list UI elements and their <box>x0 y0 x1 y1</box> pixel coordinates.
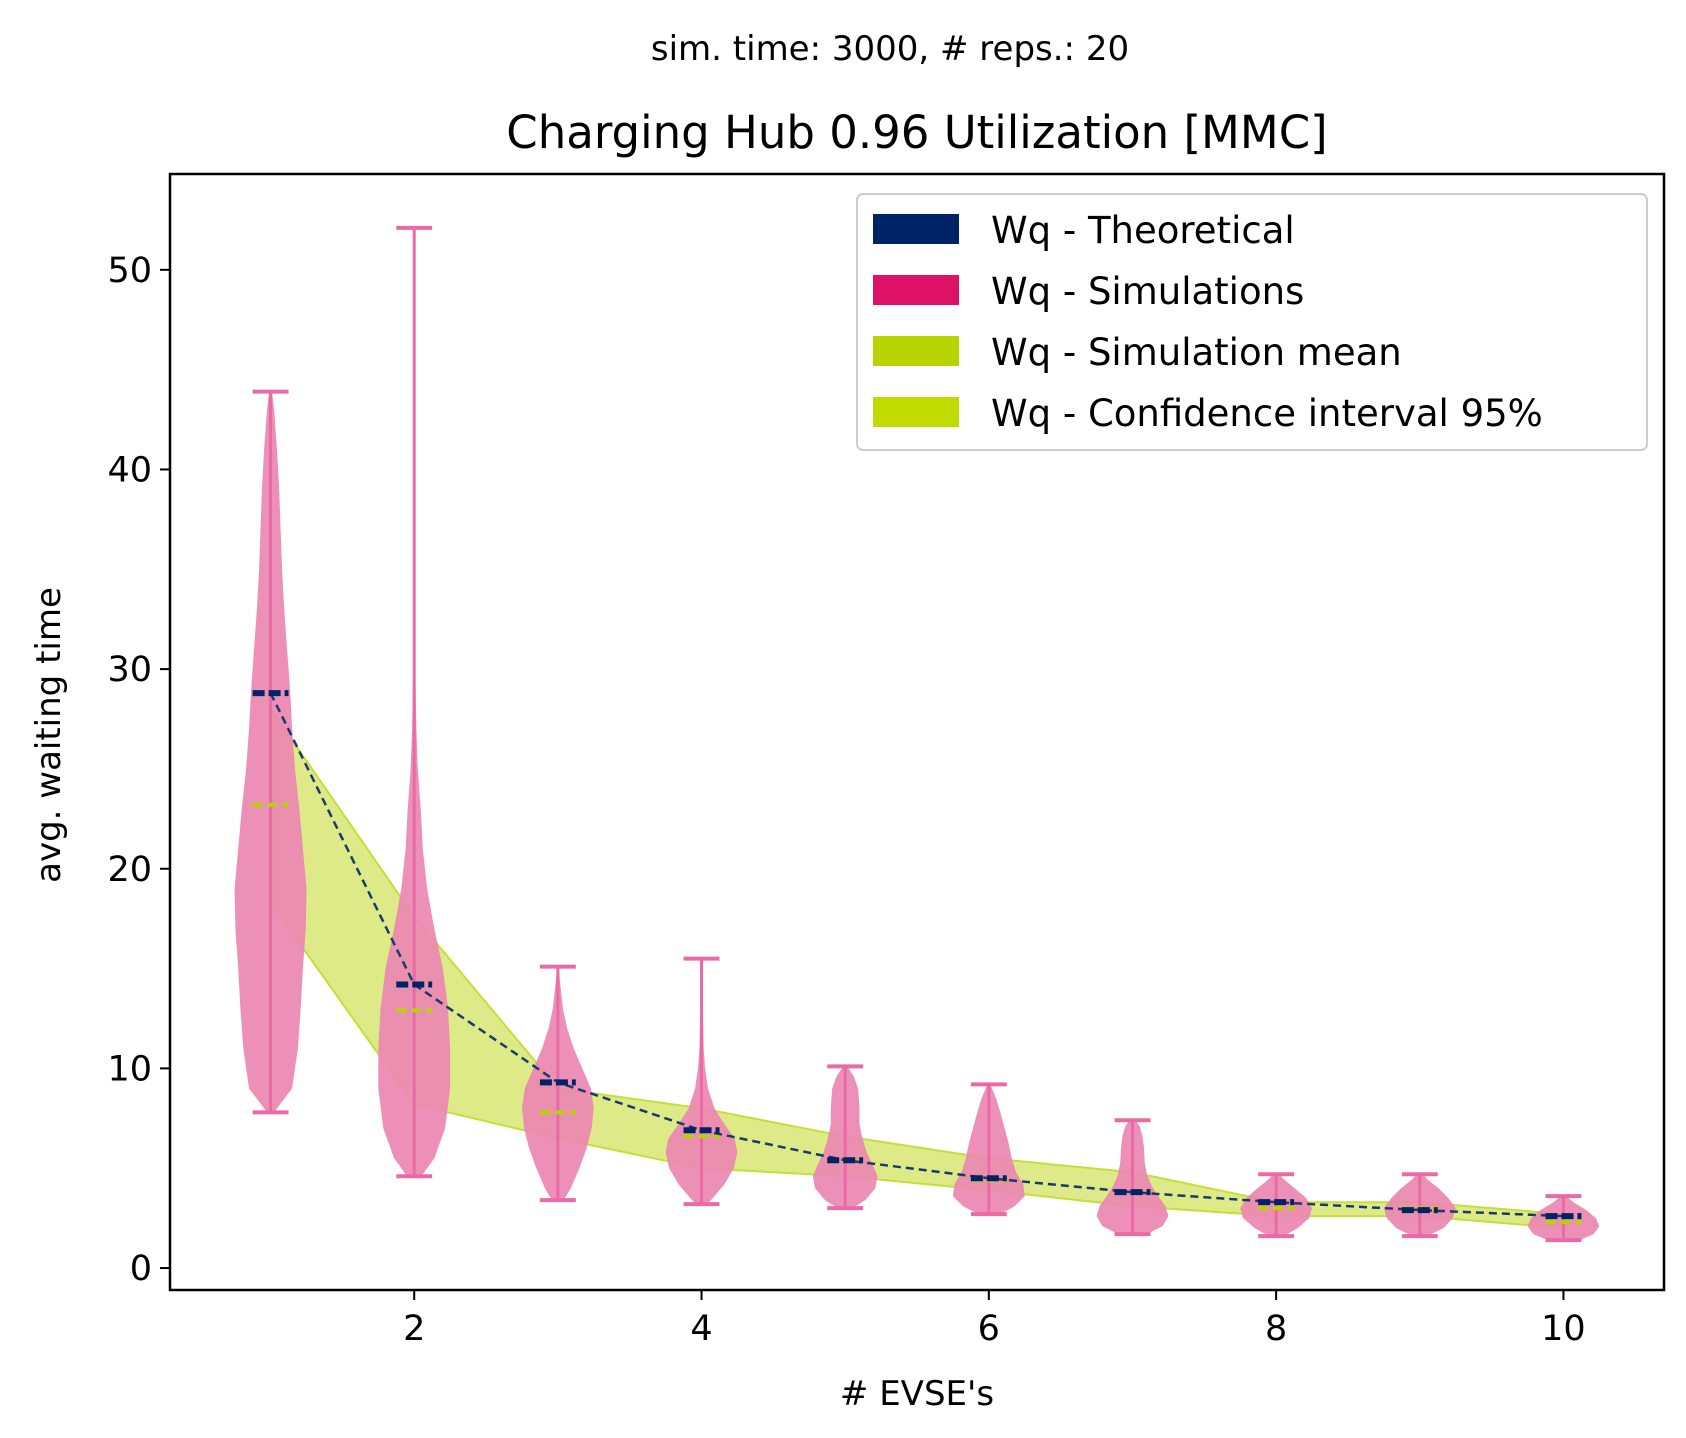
ci-band <box>269 705 1565 1230</box>
x-axis-ticks: 2 4 6 8 10 <box>403 1290 1586 1349</box>
x-tick-label-6: 6 <box>978 1309 1000 1349</box>
plot-frame <box>168 172 1666 1292</box>
violin-4 <box>665 956 738 1207</box>
y-axis-ticks: 0 10 20 30 40 50 <box>107 251 170 1289</box>
y-tick-label-50: 50 <box>107 251 152 291</box>
theoretical-values <box>252 690 1582 1220</box>
legend-frame <box>856 193 1648 451</box>
legend-swatch-simulation-mean <box>873 336 959 366</box>
legend-label-theoretical: Wq - Theoretical <box>991 209 1295 252</box>
legend-label-simulation-mean: Wq - Simulation mean <box>991 331 1402 374</box>
x-tick-label-4: 4 <box>690 1309 712 1349</box>
x-axis-label: # EVSE's <box>840 1374 994 1414</box>
legend-swatch-simulations <box>873 275 959 305</box>
chart-suptitle: sim. time: 3000, # reps.: 20 <box>651 29 1129 69</box>
chart-title: Charging Hub 0.96 Utilization [MMC] <box>506 106 1327 159</box>
legend-label-confidence-interval: Wq - Confidence interval 95% <box>991 392 1543 435</box>
violin-5 <box>812 1064 878 1211</box>
violin-9 <box>1383 1172 1456 1239</box>
y-tick-label-0: 0 <box>130 1249 152 1289</box>
y-axis-label: avg. waiting time <box>29 587 69 883</box>
violin-6 <box>952 1082 1025 1217</box>
violin-1 <box>234 389 307 1115</box>
y-tick-label-20: 20 <box>107 850 152 890</box>
legend: Wq - Theoretical Wq - Simulations Wq - S… <box>856 193 1648 451</box>
y-tick-label-40: 40 <box>107 450 152 490</box>
violin-2 <box>378 225 451 1179</box>
violin-7 <box>1096 1118 1169 1237</box>
theoretical-line <box>269 692 1564 1218</box>
x-tick-label-8: 8 <box>1265 1309 1287 1349</box>
confidence-interval-band <box>269 705 1565 1230</box>
legend-swatch-theoretical <box>873 214 959 244</box>
simulation-violins <box>234 225 1600 1243</box>
y-tick-label-10: 10 <box>107 1049 152 1089</box>
legend-swatch-confidence-interval <box>873 397 959 427</box>
x-tick-label-2: 2 <box>403 1309 425 1349</box>
y-tick-label-30: 30 <box>107 650 152 690</box>
legend-label-simulations: Wq - Simulations <box>991 270 1304 313</box>
x-tick-label-10: 10 <box>1541 1309 1586 1349</box>
